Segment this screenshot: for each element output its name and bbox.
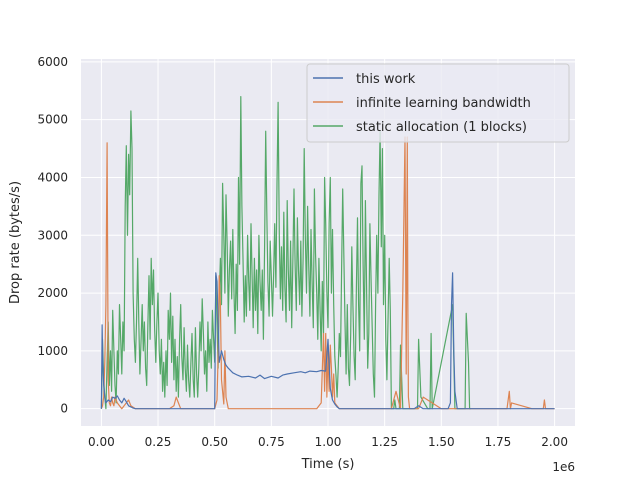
legend: this work infinite learning bandwidth st…: [306, 63, 570, 143]
legend-item-this-work: this work: [313, 72, 416, 87]
x-tick-label: 1.25: [371, 435, 398, 449]
legend-item-static-allocation: static allocation (1 blocks): [313, 120, 527, 135]
y-tick-label: 5000: [37, 113, 68, 127]
y-tick-label: 3000: [37, 228, 68, 242]
legend-item-infinite-learning-bandwidth: infinite learning bandwidth: [313, 96, 531, 111]
x-tick-label: 0.25: [145, 435, 172, 449]
legend-box: [306, 63, 570, 143]
x-tick-label: 1.00: [315, 435, 342, 449]
series-line-this-work: [100, 272, 555, 410]
x-tick-label: 0.50: [201, 435, 228, 449]
series-line-static-allocation-1-blocks: [100, 95, 471, 410]
legend-label-this-work: this work: [356, 72, 416, 87]
x-tick-label: 1.50: [428, 435, 455, 449]
series-line-infinite-learning-bandwidth: [100, 136, 555, 410]
y-tick-label: 6000: [37, 55, 68, 69]
legend-label-infinite-learning-bandwidth: infinite learning bandwidth: [356, 96, 531, 111]
y-tick-label: 2000: [37, 286, 68, 300]
x-tick-label: 0.00: [88, 435, 115, 449]
x-axis-offset-label: 1e6: [552, 460, 575, 474]
x-axis-label: Time (s): [301, 457, 355, 472]
x-tick-label: 2.00: [541, 435, 568, 449]
y-tick-label: 1000: [37, 344, 68, 358]
x-tick-label: 0.75: [258, 435, 285, 449]
y-tick-label: 4000: [37, 170, 68, 184]
tick-labels: 0.00 0.25 0.50 0.75 1.00 1.25 1.50 1.75 2.00 0 100…: [37, 55, 568, 449]
legend-label-static-allocation: static allocation (1 blocks): [356, 120, 527, 135]
x-tick-label: 1.75: [485, 435, 512, 449]
y-axis-label: Drop rate (bytes/s): [8, 181, 23, 304]
y-tick-label: 0: [60, 402, 68, 416]
series-layer: [100, 95, 555, 410]
